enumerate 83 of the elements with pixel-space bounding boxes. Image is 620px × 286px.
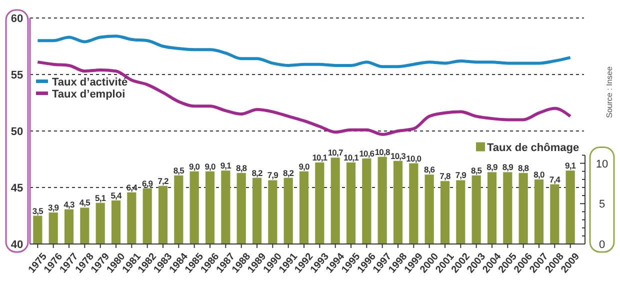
bar: [503, 172, 512, 244]
bar: [362, 158, 372, 244]
data-label: 9,1: [565, 160, 576, 171]
y-tick-label: 45: [10, 182, 24, 194]
data-label: 8,9: [502, 162, 514, 172]
data-label: 7,2: [158, 176, 169, 186]
data-label: 10,1: [344, 152, 360, 162]
data-label: 8,8: [518, 162, 530, 173]
y-tick-label: 60: [10, 13, 24, 25]
bar: [190, 171, 199, 244]
bar: [566, 170, 575, 244]
bar: [268, 180, 278, 244]
bar: [299, 171, 309, 244]
bar: [96, 202, 105, 244]
data-label: 10,3: [390, 150, 406, 161]
legend-label: Taux de chômage: [487, 142, 580, 154]
bar: [534, 179, 544, 244]
bar: [424, 174, 434, 244]
bar: [487, 172, 497, 244]
data-label: 7,9: [267, 170, 279, 180]
bar: [472, 175, 481, 244]
data-label: 9,0: [204, 161, 216, 172]
data-label: 10,0: [406, 153, 422, 164]
bar: [127, 192, 136, 244]
data-label: 5,1: [95, 192, 106, 203]
data-label: 7,9: [455, 170, 467, 180]
data-label: 9,0: [189, 161, 200, 172]
bar: [315, 162, 324, 244]
bar: [33, 216, 42, 244]
bar: [80, 208, 90, 244]
bar: [236, 172, 246, 244]
bar: [158, 186, 168, 244]
bar: [440, 181, 450, 244]
bar: [111, 200, 121, 244]
data-label: 8,5: [173, 165, 185, 176]
y-tick-label: 50: [10, 126, 24, 138]
y2-tick-label: 0: [598, 239, 606, 251]
data-label: 8,2: [283, 168, 294, 178]
data-label: 4,3: [64, 199, 75, 210]
bar: [330, 158, 340, 244]
y2-tick-label: 5: [598, 198, 606, 211]
bar: [64, 209, 74, 244]
data-label: 8,5: [471, 165, 482, 176]
bar: [518, 172, 528, 244]
data-label: 9,1: [220, 160, 232, 171]
data-label: 8,6: [424, 164, 436, 175]
data-label: 8,9: [486, 162, 498, 172]
bar: [221, 170, 230, 244]
bar: [409, 163, 418, 244]
bar: [378, 156, 387, 244]
data-label: 3,9: [48, 202, 60, 213]
y-tick-label: 55: [10, 70, 24, 82]
line-series: [36, 34, 572, 68]
legend-label: Taux d’emploi: [52, 88, 126, 100]
data-label: 8,8: [236, 162, 248, 173]
data-label: 5,4: [110, 190, 122, 200]
legend-label: Taux d’activité: [52, 76, 128, 88]
bar: [550, 184, 560, 244]
data-label: 8,2: [252, 168, 263, 178]
data-label: 9,0: [298, 161, 310, 172]
data-label: 4,5: [79, 198, 91, 208]
source-note: Source : Insee: [605, 66, 614, 118]
bar: [252, 178, 262, 244]
bar: [393, 160, 403, 244]
data-label: 8,0: [534, 169, 545, 180]
bar: [205, 171, 215, 244]
data-label: 6,9: [142, 178, 154, 188]
bar: [142, 188, 152, 244]
bar: [284, 178, 293, 244]
data-label: 10,8: [374, 146, 390, 157]
data-label: 7,8: [440, 171, 451, 182]
data-label: 10,6: [359, 148, 375, 158]
bar: [48, 212, 58, 244]
y-tick-label: 40: [10, 239, 24, 251]
data-label: 10,1: [312, 152, 328, 162]
bar: [346, 162, 356, 244]
bar: [456, 180, 466, 244]
data-label: 10,7: [328, 148, 344, 158]
data-label: 7,4: [549, 174, 561, 184]
bar: [174, 175, 184, 244]
data-label: 3,5: [32, 206, 44, 216]
y2-tick-label: 10: [596, 158, 608, 170]
line-series: [36, 60, 572, 136]
